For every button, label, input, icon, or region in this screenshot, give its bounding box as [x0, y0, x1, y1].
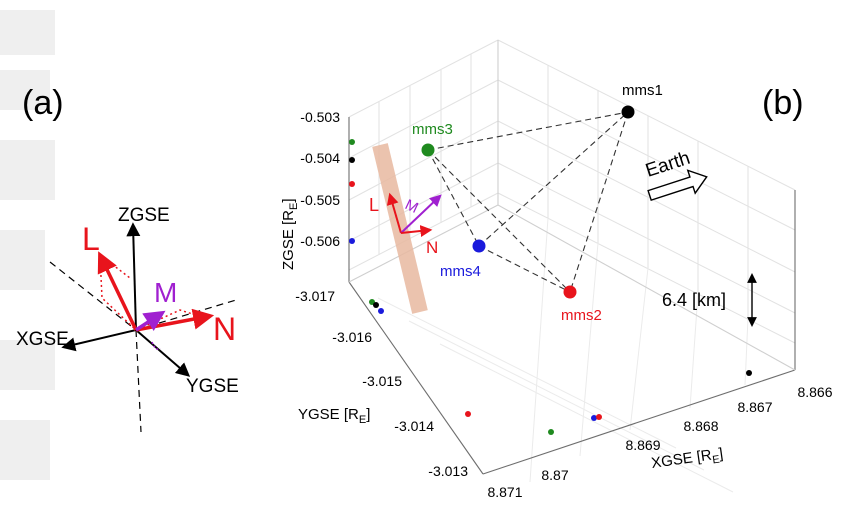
l-vector-arrow: [97, 251, 138, 331]
z-tick-3: -0.505: [300, 192, 340, 208]
mms2-label: mms2: [561, 307, 602, 324]
b-l-vector-arrow: [386, 192, 402, 234]
panel-b: (b): [280, 39, 833, 500]
zgse-axis-label: ZGSE: [118, 205, 170, 226]
y-tick-labels: -3.017 -3.016 -3.015 -3.014 -3.013: [295, 288, 468, 479]
earth-label: Earth: [643, 148, 693, 182]
zgse-axis-arrow: [126, 222, 141, 331]
l-vector-label: L: [82, 221, 100, 257]
mms3-marker: [421, 143, 435, 157]
n-vector-label: N: [213, 311, 236, 347]
n-projection-dots: [135, 309, 206, 331]
y-tick-4: -3.014: [394, 418, 434, 434]
x-tick-4: 8.868: [683, 418, 718, 434]
x-tick-6: 8.866: [797, 384, 832, 400]
b-n-vector-label: N: [426, 238, 438, 257]
b-m-vector-arrow: [400, 194, 442, 234]
xgse-axis-arrow: [61, 329, 137, 352]
mms4-marker: [472, 239, 486, 253]
dashed-guide-1: [49, 261, 137, 331]
panel-b-label: (b): [762, 84, 804, 122]
mms4-label: mms4: [440, 263, 481, 280]
mms1-marker: [621, 105, 635, 119]
mms3-label: mms3: [412, 121, 453, 138]
x-tick-labels: 8.871 8.87 8.869 8.868 8.867 8.866: [487, 384, 832, 500]
axis-box: [348, 40, 796, 475]
z-axis-label: ZGSE [RE]: [280, 198, 300, 270]
b-n-vector-arrow: [400, 225, 433, 237]
panel-a-label: (a): [22, 84, 64, 122]
x-tick-5: 8.867: [737, 399, 772, 415]
y-tick-3: -3.015: [362, 373, 402, 389]
x-tick-3: 8.869: [625, 437, 660, 453]
m-projection-mark: [151, 341, 161, 350]
dashed-guide-3: [135, 329, 142, 433]
background-watermark: [0, 0, 60, 509]
mms2-marker: [563, 285, 577, 299]
earth-direction-arrow: [647, 169, 708, 202]
m-vector-label: M: [154, 277, 177, 308]
ygse-axis-arrow: [135, 329, 191, 377]
z-tick-4: -0.506: [300, 233, 340, 249]
m-vector-arrow: [135, 310, 166, 332]
wall-projection-dots: [349, 139, 384, 314]
z-tick-labels: -0.503 -0.504 -0.505 -0.506: [300, 109, 340, 249]
y-axis-label: YGSE [RE]: [298, 406, 370, 426]
floor-projection-dots: [465, 370, 752, 435]
panel-a: (a) ZGSE XGSE YGSE L M N: [16, 84, 239, 433]
ygse-axis-label: YGSE: [186, 376, 239, 397]
b-m-vector-label: M: [402, 196, 421, 217]
tetrahedron-edges: [427, 111, 629, 293]
mms1-label: mms1: [622, 82, 663, 99]
z-tick-2: -0.504: [300, 150, 340, 166]
z-tick-1: -0.503: [300, 109, 340, 125]
y-tick-5: -3.013: [428, 463, 468, 479]
x-tick-1: 8.871: [487, 484, 522, 500]
y-tick-2: -3.016: [332, 329, 372, 345]
b-l-vector-label: L: [369, 195, 379, 215]
x-tick-2: 8.87: [541, 467, 568, 483]
x-axis-label: XGSE [RE]: [650, 445, 724, 475]
xgse-axis-label: XGSE: [16, 329, 69, 350]
y-tick-1: -3.017: [295, 288, 335, 304]
scale-bar-label: 6.4 [km]: [662, 290, 726, 310]
